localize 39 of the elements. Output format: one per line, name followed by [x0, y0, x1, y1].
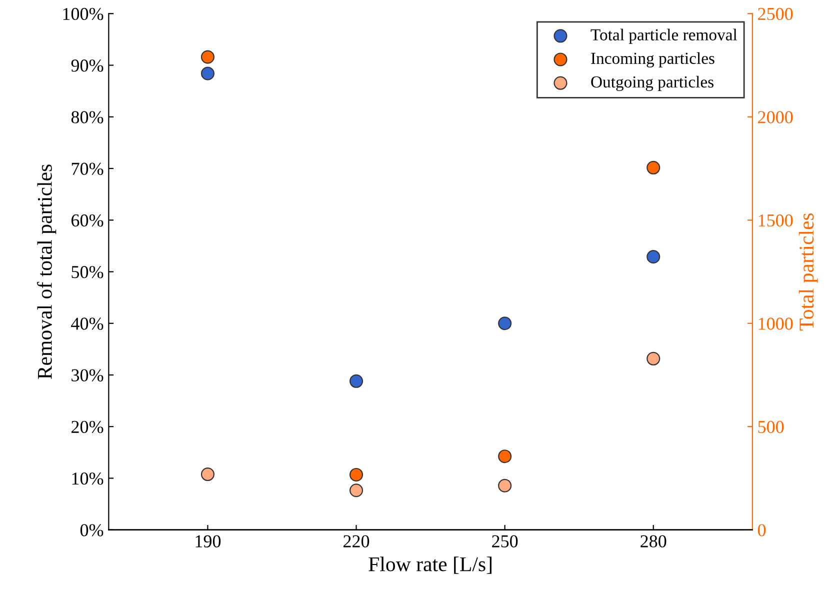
x-tick-label: 190: [196, 535, 221, 548]
point: [350, 468, 364, 482]
y-tick-label: 100%: [63, 8, 104, 20]
y-tick-label: 0%: [80, 524, 104, 536]
point: [646, 352, 660, 366]
legend-label: Incoming particles: [591, 52, 714, 68]
point: [200, 50, 214, 64]
x-axis-title: Flow rate [L/s]: [368, 556, 492, 574]
point: [646, 160, 660, 174]
point: [200, 66, 214, 80]
point: [350, 374, 364, 388]
legend-label: Total particle removal: [590, 28, 738, 44]
y-tick-label: 80%: [71, 111, 104, 124]
y2-tick-label: 2000: [758, 111, 793, 124]
y-tick-label: 40%: [71, 318, 104, 330]
y-tick-label: 30%: [72, 369, 104, 382]
point: [498, 450, 512, 464]
point: [200, 468, 214, 482]
y2-tick-label: 2500: [758, 8, 793, 20]
y-tick-label: 60%: [72, 214, 104, 227]
y2-tick-label: 1000: [758, 318, 793, 330]
y-tick-label: 10%: [72, 472, 104, 485]
y2-tick-label: 500: [758, 420, 784, 434]
y-tick-label: 90%: [71, 59, 104, 72]
point: [498, 478, 512, 492]
point: [646, 250, 660, 264]
y-tick-label: 70%: [72, 162, 104, 175]
y2-tick-label: 1500: [758, 214, 793, 227]
y-tick-label: 50%: [72, 266, 104, 278]
y-tick-label: 20%: [72, 420, 104, 434]
x-tick-label: 250: [492, 535, 518, 548]
x-tick-label: 220: [344, 535, 370, 548]
legend-label: Outgoing particles: [591, 76, 714, 92]
x-tick-label: 280: [640, 535, 666, 548]
point: [498, 316, 512, 330]
y-axis-title: Removal of total particles: [37, 164, 56, 380]
point: [350, 484, 364, 498]
y2-axis-title: Total particles: [798, 213, 818, 330]
y2-tick-label: 0: [758, 524, 766, 536]
